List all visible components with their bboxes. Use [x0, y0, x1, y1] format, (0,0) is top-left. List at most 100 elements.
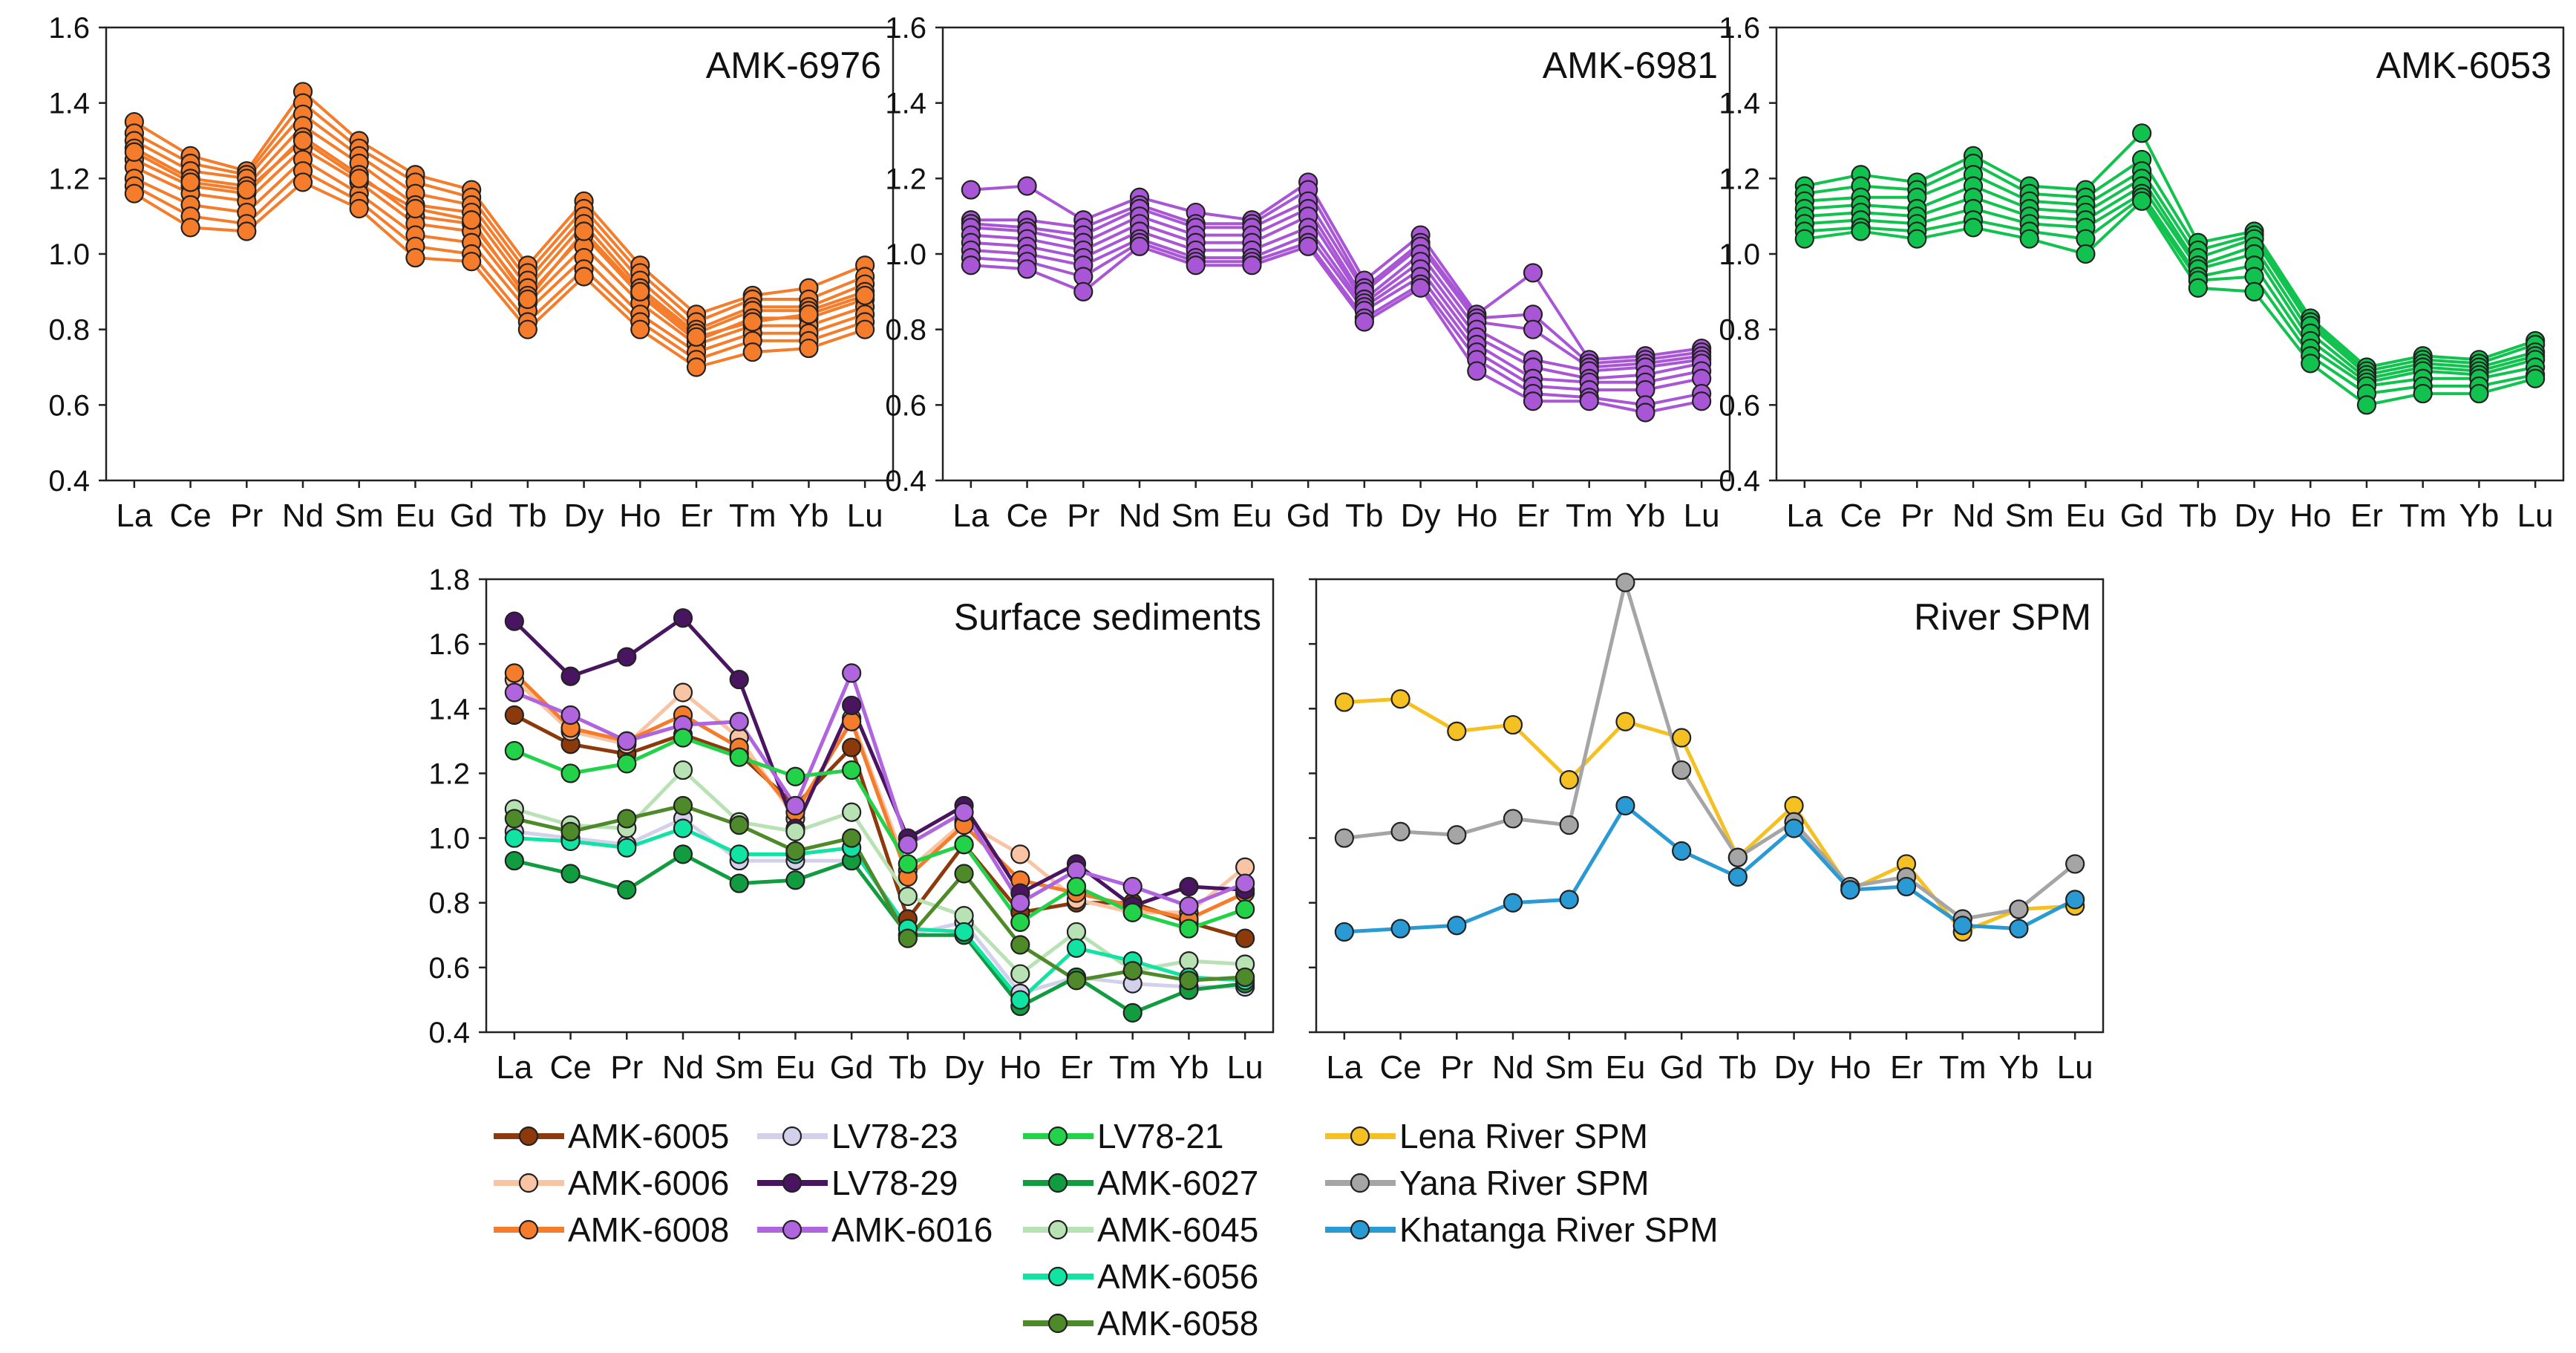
legend-swatch-marker: [782, 1173, 802, 1193]
data-point: [292, 131, 313, 151]
y-tick-label: 1.6: [428, 628, 470, 661]
x-tick-label: Nd: [1952, 498, 1994, 534]
data-point: [954, 864, 974, 884]
data-point: [1066, 861, 1087, 881]
legend-swatch-marker: [1047, 1126, 1068, 1147]
x-tick-label: Eu: [2066, 498, 2106, 534]
data-point: [560, 821, 581, 841]
y-tick-label: 0.6: [1719, 389, 1760, 422]
data-point: [180, 172, 200, 192]
data-point: [1615, 573, 1635, 593]
legend-label: AMK-6008: [568, 1210, 729, 1249]
y-tick-label: 1.4: [428, 693, 470, 726]
x-tick-label: Gd: [1287, 498, 1330, 534]
data-point: [504, 682, 524, 702]
data-point: [1963, 218, 1984, 238]
data-point: [1692, 391, 1712, 411]
legend-swatch-marker: [1350, 1126, 1370, 1147]
data-point: [574, 267, 594, 287]
data-point: [729, 844, 749, 864]
data-point: [1784, 818, 1804, 838]
y-tick-label: 0.4: [1719, 465, 1760, 498]
data-point: [349, 169, 369, 189]
x-tick-label: Er: [2350, 498, 2383, 534]
x-tick-label: Gd: [830, 1049, 874, 1086]
legend-label: AMK-6016: [831, 1210, 993, 1249]
data-point: [1010, 912, 1030, 932]
data-point: [1390, 689, 1410, 709]
x-tick-label: Lu: [1684, 498, 1720, 534]
data-point: [504, 611, 524, 631]
y-tick-label: 1.8: [428, 564, 470, 596]
data-point: [1073, 281, 1094, 301]
legend-swatch-marker: [518, 1126, 539, 1147]
data-point: [1390, 821, 1410, 841]
data-point: [2301, 353, 2321, 374]
data-point: [673, 682, 693, 702]
data-point: [2356, 395, 2377, 415]
data-point: [292, 172, 313, 192]
plot-frame: [485, 578, 1275, 1034]
x-tick-label: Tb: [1345, 498, 1383, 534]
data-point: [574, 221, 594, 241]
data-point: [742, 312, 762, 332]
data-point: [560, 705, 581, 726]
data-point: [1615, 795, 1635, 816]
x-tick-label: Pr: [610, 1049, 643, 1086]
data-point: [686, 327, 707, 347]
x-tick-label: Ho: [2289, 498, 2331, 534]
panel-title: Surface sediments: [954, 596, 1261, 638]
y-tick-label: 1.4: [1719, 88, 1760, 120]
series-line: [1804, 131, 2536, 369]
y-tick-label: 1.0: [1719, 238, 1760, 271]
data-point: [785, 870, 805, 890]
legend-label: LV78-29: [831, 1164, 958, 1202]
panel-title: AMK-6981: [1543, 45, 1718, 86]
data-point: [462, 210, 482, 230]
data-point: [504, 740, 524, 761]
data-point: [673, 795, 693, 816]
x-tick-label: Eu: [1232, 498, 1272, 534]
legend-swatch-marker: [1047, 1173, 1068, 1193]
y-tick-label: 0.6: [885, 389, 926, 422]
legend-label: LV78-23: [831, 1117, 958, 1155]
data-point: [1010, 964, 1030, 984]
y-tick-label: 1.2: [428, 757, 470, 790]
data-point: [2469, 383, 2489, 404]
legend-label: AMK-6058: [1097, 1304, 1258, 1343]
x-tick-label: Ce: [549, 1049, 591, 1086]
data-point: [1017, 259, 1037, 279]
data-point: [1242, 255, 1262, 276]
x-tick-label: Sm: [335, 498, 384, 534]
data-point: [1672, 728, 1692, 748]
data-point: [2132, 191, 2152, 211]
data-point: [1235, 857, 1255, 877]
data-point: [1010, 844, 1030, 864]
data-point: [673, 844, 693, 864]
data-point: [1010, 990, 1030, 1010]
data-point: [1235, 873, 1255, 893]
x-tick-label: Er: [1517, 498, 1549, 534]
legend-swatch-marker: [1047, 1266, 1068, 1287]
x-tick-label: Er: [680, 498, 713, 534]
y-tick-label: 1.2: [1719, 163, 1760, 195]
x-tick-label: Sm: [1545, 1049, 1594, 1086]
data-point: [1122, 876, 1142, 897]
series-line: [1344, 580, 2076, 921]
legend-swatch-marker: [518, 1173, 539, 1193]
data-point: [673, 818, 693, 838]
x-tick-label: Yb: [1169, 1049, 1209, 1086]
x-tick-label: Eu: [776, 1049, 816, 1086]
data-point: [617, 731, 637, 751]
data-point: [237, 221, 257, 241]
data-point: [842, 737, 862, 757]
x-tick-label: Nd: [662, 1049, 704, 1086]
y-tick-label: 0.8: [428, 887, 470, 920]
data-point: [954, 906, 974, 926]
y-tick-label: 1.0: [428, 823, 470, 855]
data-point: [1635, 402, 1655, 423]
data-point: [961, 180, 981, 200]
data-point: [673, 760, 693, 780]
data-point: [1410, 278, 1431, 298]
data-point: [1447, 721, 1467, 741]
